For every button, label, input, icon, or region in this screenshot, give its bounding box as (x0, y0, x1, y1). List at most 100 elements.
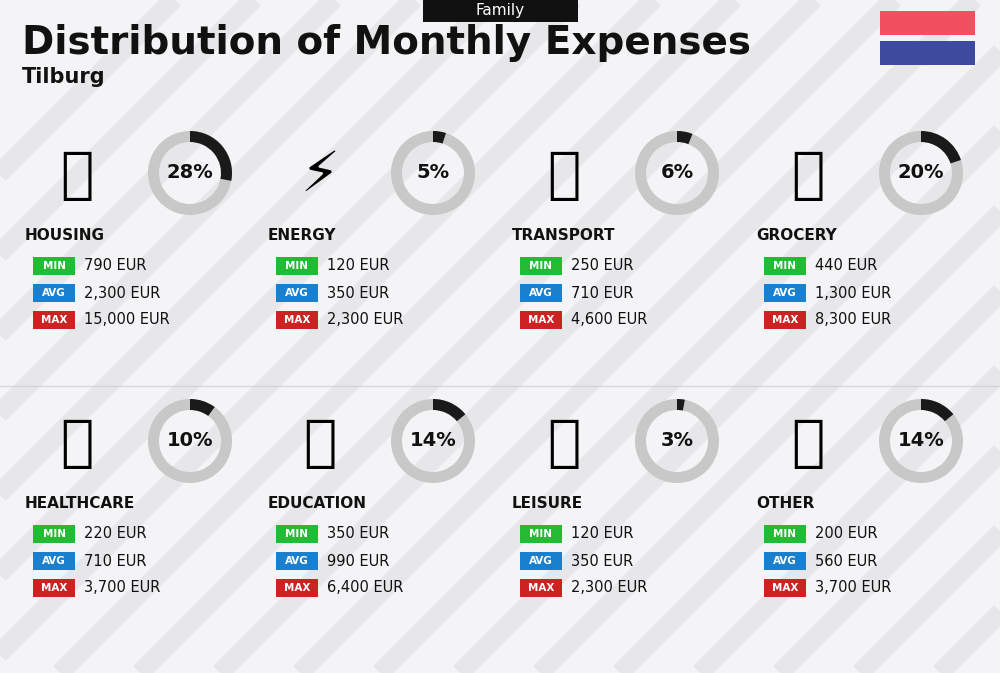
FancyBboxPatch shape (276, 579, 318, 597)
Text: 250 EUR: 250 EUR (571, 258, 634, 273)
Text: MIN: MIN (42, 261, 66, 271)
Text: TRANSPORT: TRANSPORT (512, 229, 616, 244)
Text: LEISURE: LEISURE (512, 497, 583, 511)
Wedge shape (921, 131, 961, 164)
FancyBboxPatch shape (33, 311, 75, 329)
Text: 🚌: 🚌 (547, 149, 581, 203)
Text: MAX: MAX (528, 315, 554, 325)
Text: 🛍: 🛍 (547, 417, 581, 471)
Text: 2,300 EUR: 2,300 EUR (327, 312, 403, 328)
FancyBboxPatch shape (764, 552, 806, 570)
Text: ⚡: ⚡ (300, 149, 340, 203)
Text: 120 EUR: 120 EUR (327, 258, 390, 273)
Text: MAX: MAX (528, 583, 554, 593)
FancyBboxPatch shape (764, 311, 806, 329)
Text: 10%: 10% (167, 431, 213, 450)
Text: MAX: MAX (772, 583, 798, 593)
Text: AVG: AVG (773, 556, 797, 566)
Wedge shape (148, 131, 232, 215)
Text: HEALTHCARE: HEALTHCARE (25, 497, 135, 511)
FancyBboxPatch shape (880, 41, 975, 65)
Text: 120 EUR: 120 EUR (571, 526, 634, 542)
Text: 710 EUR: 710 EUR (84, 553, 146, 569)
Text: EDUCATION: EDUCATION (268, 497, 367, 511)
Text: 4,600 EUR: 4,600 EUR (571, 312, 647, 328)
Text: 440 EUR: 440 EUR (815, 258, 877, 273)
Wedge shape (391, 131, 475, 215)
Text: 🎓: 🎓 (303, 417, 337, 471)
Wedge shape (148, 399, 232, 483)
Text: AVG: AVG (285, 556, 309, 566)
Text: GROCERY: GROCERY (756, 229, 837, 244)
Text: MAX: MAX (772, 315, 798, 325)
Wedge shape (921, 399, 953, 421)
Wedge shape (190, 399, 215, 416)
FancyBboxPatch shape (520, 552, 562, 570)
FancyBboxPatch shape (33, 284, 75, 302)
Text: ENERGY: ENERGY (268, 229, 336, 244)
FancyBboxPatch shape (276, 552, 318, 570)
Text: 200 EUR: 200 EUR (815, 526, 878, 542)
Text: AVG: AVG (42, 556, 66, 566)
FancyBboxPatch shape (520, 311, 562, 329)
Text: Distribution of Monthly Expenses: Distribution of Monthly Expenses (22, 24, 751, 62)
Text: 990 EUR: 990 EUR (327, 553, 389, 569)
FancyBboxPatch shape (33, 579, 75, 597)
FancyBboxPatch shape (276, 257, 318, 275)
Text: 6%: 6% (660, 164, 694, 182)
FancyBboxPatch shape (33, 525, 75, 543)
Text: Tilburg: Tilburg (22, 67, 106, 87)
FancyBboxPatch shape (764, 579, 806, 597)
Text: 15,000 EUR: 15,000 EUR (84, 312, 170, 328)
Text: MIN: MIN (530, 529, 552, 539)
Text: 8,300 EUR: 8,300 EUR (815, 312, 891, 328)
Text: 20%: 20% (898, 164, 944, 182)
FancyBboxPatch shape (520, 579, 562, 597)
Text: 🏢: 🏢 (60, 149, 94, 203)
Text: 350 EUR: 350 EUR (571, 553, 633, 569)
Text: MAX: MAX (41, 315, 67, 325)
Text: 3,700 EUR: 3,700 EUR (815, 581, 891, 596)
Text: MAX: MAX (284, 583, 310, 593)
FancyBboxPatch shape (33, 552, 75, 570)
Text: 350 EUR: 350 EUR (327, 526, 389, 542)
Text: 🫙: 🫙 (791, 149, 825, 203)
FancyBboxPatch shape (276, 311, 318, 329)
FancyBboxPatch shape (276, 525, 318, 543)
Wedge shape (879, 131, 963, 215)
Text: MIN: MIN (774, 261, 796, 271)
Text: 1,300 EUR: 1,300 EUR (815, 285, 891, 301)
Wedge shape (677, 131, 692, 144)
Wedge shape (433, 399, 465, 421)
Text: 14%: 14% (410, 431, 456, 450)
Text: MAX: MAX (284, 315, 310, 325)
Text: Family: Family (475, 3, 525, 18)
Text: 3,700 EUR: 3,700 EUR (84, 581, 160, 596)
Text: MIN: MIN (286, 529, 308, 539)
Wedge shape (879, 399, 963, 483)
Wedge shape (635, 399, 719, 483)
Wedge shape (433, 131, 446, 143)
Text: 💛: 💛 (791, 417, 825, 471)
Text: MIN: MIN (42, 529, 66, 539)
Text: MAX: MAX (41, 583, 67, 593)
Text: 28%: 28% (167, 164, 213, 182)
FancyBboxPatch shape (422, 0, 578, 22)
Text: 560 EUR: 560 EUR (815, 553, 877, 569)
Text: 220 EUR: 220 EUR (84, 526, 147, 542)
Text: HOUSING: HOUSING (25, 229, 105, 244)
Text: 790 EUR: 790 EUR (84, 258, 146, 273)
Text: AVG: AVG (529, 288, 553, 298)
Text: AVG: AVG (285, 288, 309, 298)
FancyBboxPatch shape (520, 257, 562, 275)
Text: AVG: AVG (773, 288, 797, 298)
Text: AVG: AVG (42, 288, 66, 298)
Text: 🩺: 🩺 (60, 417, 94, 471)
Text: 710 EUR: 710 EUR (571, 285, 634, 301)
FancyBboxPatch shape (276, 284, 318, 302)
Text: 3%: 3% (660, 431, 694, 450)
Wedge shape (677, 399, 685, 411)
Text: MIN: MIN (286, 261, 308, 271)
Text: 5%: 5% (416, 164, 450, 182)
Text: 350 EUR: 350 EUR (327, 285, 389, 301)
